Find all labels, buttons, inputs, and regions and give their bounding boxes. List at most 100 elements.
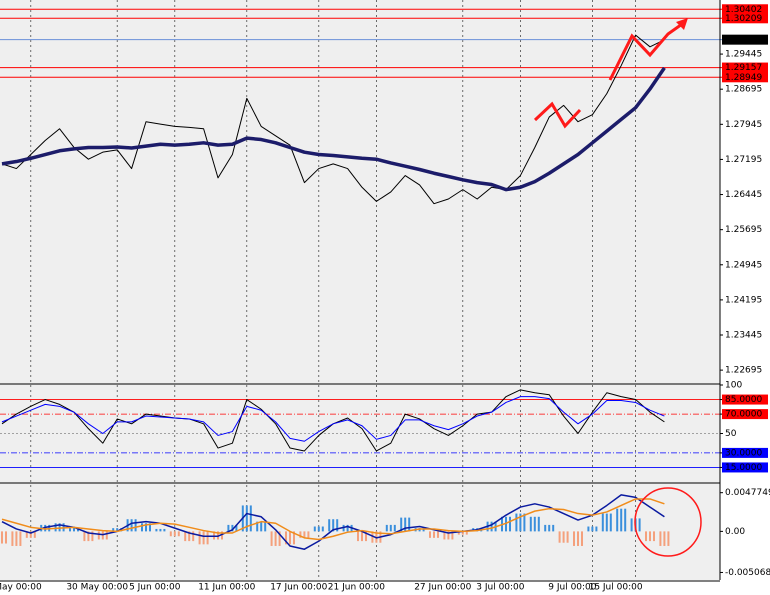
histogram-bar bbox=[385, 524, 388, 532]
histogram-bar bbox=[173, 531, 176, 537]
histogram-bar bbox=[332, 519, 335, 532]
x-tick-label: 11 Jun 00:00 bbox=[198, 583, 255, 593]
histogram-bar bbox=[422, 528, 425, 532]
histogram-bar bbox=[256, 521, 259, 532]
histogram-bar bbox=[605, 513, 608, 532]
highlight-circle bbox=[634, 487, 702, 557]
histogram-bar bbox=[188, 531, 191, 542]
histogram-bar bbox=[155, 528, 158, 532]
histogram-bar bbox=[163, 528, 166, 532]
histogram-bar bbox=[206, 531, 209, 545]
y-tick-label: 1.24945 bbox=[725, 260, 762, 270]
histogram-bar bbox=[105, 531, 108, 540]
histogram-bar bbox=[616, 508, 619, 532]
histogram-bar bbox=[408, 517, 411, 532]
y-tick-label: 15.0000 bbox=[725, 463, 762, 473]
histogram-bar bbox=[400, 517, 403, 532]
histogram-bar bbox=[285, 531, 287, 545]
histogram-bar bbox=[529, 516, 532, 532]
histogram-bar bbox=[457, 531, 460, 535]
level-label: 1.28949 bbox=[725, 73, 762, 83]
y-tick-label-bg bbox=[722, 462, 768, 473]
histogram-bar bbox=[213, 531, 215, 540]
histogram-bar bbox=[25, 531, 28, 538]
plot-background bbox=[0, 0, 720, 580]
histogram-bar bbox=[393, 524, 396, 532]
histogram-bar bbox=[278, 531, 281, 546]
histogram-bar bbox=[552, 524, 555, 532]
histogram-bar bbox=[533, 516, 536, 532]
histogram-bar bbox=[134, 519, 137, 532]
histogram-bar bbox=[365, 531, 367, 542]
histogram-bar bbox=[69, 528, 71, 532]
histogram-bar bbox=[577, 531, 579, 546]
histogram-bar bbox=[249, 505, 252, 532]
histogram-bar bbox=[336, 519, 339, 532]
histogram-bar bbox=[404, 517, 407, 532]
histogram-bar bbox=[389, 524, 392, 532]
x-tick-label: 5 Jun 00:00 bbox=[129, 583, 181, 593]
histogram-bar bbox=[433, 531, 435, 538]
histogram-bar bbox=[159, 528, 162, 532]
histogram-bar bbox=[260, 521, 263, 532]
level-label-bg bbox=[722, 13, 768, 24]
histogram-bar bbox=[357, 531, 359, 542]
y-tick-label-bg bbox=[722, 394, 768, 405]
histogram-bar bbox=[231, 524, 234, 532]
histogram-bar bbox=[490, 521, 493, 532]
y-tick-label: 85.0000 bbox=[725, 395, 762, 405]
level-label-bg bbox=[722, 34, 768, 45]
histogram-bar bbox=[663, 531, 666, 546]
histogram-bar bbox=[562, 531, 565, 543]
histogram-bar bbox=[44, 524, 47, 532]
histogram-bar bbox=[303, 531, 306, 538]
histogram-bar bbox=[270, 531, 273, 546]
histogram-bar bbox=[649, 531, 651, 542]
histogram-bar bbox=[609, 513, 612, 532]
histogram-bar bbox=[361, 531, 363, 542]
histogram-bar bbox=[418, 528, 421, 532]
histogram-bar bbox=[245, 505, 248, 532]
x-tick-label: 15 Jul 00:00 bbox=[589, 583, 643, 593]
histogram-bar bbox=[177, 531, 180, 537]
histogram-bar bbox=[77, 528, 79, 532]
y-tick-label: 1.27195 bbox=[725, 155, 762, 165]
histogram-bar bbox=[299, 531, 302, 538]
histogram-bar bbox=[289, 531, 291, 545]
y-tick-label: 1.28695 bbox=[725, 85, 762, 95]
y-tick-label: 1.24195 bbox=[725, 295, 762, 305]
histogram-bar bbox=[461, 531, 464, 535]
histogram-bar bbox=[638, 518, 641, 532]
histogram-bar bbox=[581, 531, 583, 546]
histogram-bar bbox=[443, 531, 446, 540]
histogram-bar bbox=[141, 523, 143, 532]
histogram-bar bbox=[447, 531, 450, 540]
histogram-bar bbox=[465, 531, 468, 535]
histogram-bar bbox=[83, 531, 86, 542]
histogram-bar bbox=[515, 513, 518, 532]
y-tick-label: 1.22695 bbox=[725, 366, 762, 376]
histogram-bar bbox=[548, 524, 551, 532]
histogram-bar bbox=[11, 531, 14, 546]
histogram-bar bbox=[1, 531, 3, 544]
histogram-bar bbox=[130, 519, 133, 532]
arrow bbox=[533, 101, 582, 129]
x-tick-label: 27 Jun 00:00 bbox=[414, 583, 471, 593]
histogram-bar bbox=[145, 523, 147, 532]
histogram-bar bbox=[537, 516, 540, 532]
histogram-bar bbox=[54, 523, 57, 532]
histogram-bar bbox=[29, 531, 32, 538]
x-tick-label: 21 Jun 00:00 bbox=[328, 583, 385, 593]
y-tick-label: 70.0000 bbox=[725, 410, 762, 420]
histogram-bar bbox=[307, 531, 310, 538]
histogram-bar bbox=[87, 531, 90, 542]
y-tick-label: 100 bbox=[725, 381, 742, 391]
histogram-bar bbox=[624, 508, 627, 532]
histogram-bar bbox=[101, 531, 104, 540]
y-tick-label: 1.29445 bbox=[725, 50, 762, 60]
histogram-bar bbox=[544, 524, 547, 532]
histogram-bar bbox=[264, 521, 267, 532]
x-tick-label: 3 Jul 00:00 bbox=[476, 583, 525, 593]
histogram-bar bbox=[116, 528, 119, 532]
histogram-bar bbox=[221, 531, 223, 540]
